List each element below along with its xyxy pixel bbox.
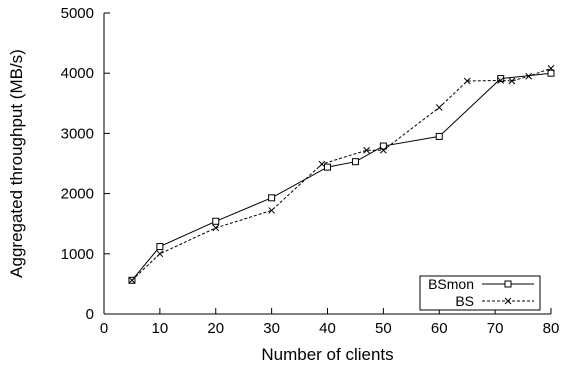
- data-point-bs: [363, 146, 370, 154]
- series-line-bs: [131, 67, 552, 281]
- series-layer: [128, 65, 555, 284]
- axes: [103, 13, 551, 315]
- series-bsmon: [128, 69, 555, 284]
- y-tick-label: 3000: [61, 125, 94, 142]
- y-tick-label: 0: [86, 306, 94, 323]
- legend-label-bsmon: BSmon: [428, 276, 474, 292]
- x-tick-label: 20: [207, 320, 224, 337]
- data-point-bsmon: [212, 217, 220, 225]
- data-point-bsmon: [156, 243, 164, 251]
- data-point-bsmon: [435, 132, 443, 140]
- legend: BSmon BS: [419, 275, 541, 311]
- data-point-bsmon: [497, 75, 505, 83]
- legend-box: [419, 275, 541, 311]
- legend-marker-bs: [504, 297, 512, 305]
- series-line-bsmon: [131, 72, 552, 281]
- legend-marker-bsmon: [504, 280, 512, 288]
- x-tick-label: 40: [319, 320, 336, 337]
- x-tick-label: 60: [431, 320, 448, 337]
- legend-label-bs: BS: [455, 293, 474, 309]
- x-tick-label: 80: [543, 320, 560, 337]
- data-point-bs: [463, 77, 471, 85]
- data-point-bsmon: [379, 142, 387, 150]
- x-axis-ticks: 0 10 20 30 40 50 60 70 80: [100, 308, 560, 337]
- x-axis-title: Number of clients: [261, 345, 393, 364]
- y-tick-label: 5000: [61, 5, 94, 22]
- data-point-bs: [156, 250, 164, 258]
- data-point-bs: [508, 77, 516, 85]
- x-tick-label: 50: [375, 320, 392, 337]
- data-point-bsmon: [547, 69, 555, 77]
- data-point-bs: [525, 72, 533, 80]
- data-point-bs: [128, 276, 136, 284]
- data-point-bs: [547, 65, 555, 72]
- data-point-bs: [212, 224, 220, 232]
- x-tick-label: 10: [152, 320, 169, 337]
- data-point-bs: [268, 207, 275, 214]
- data-point-bsmon: [324, 163, 331, 171]
- data-point-bs: [380, 146, 387, 154]
- y-tick-label: 1000: [61, 246, 94, 263]
- x-tick-label: 70: [487, 320, 504, 337]
- data-point-bs: [318, 160, 326, 168]
- data-point-bs: [435, 104, 443, 111]
- data-point-bs: [497, 77, 505, 84]
- y-tick-label: 2000: [61, 186, 94, 203]
- x-tick-label: 0: [100, 320, 108, 337]
- y-tick-label: 4000: [61, 65, 94, 82]
- series-bs: [128, 65, 555, 284]
- y-axis-title: Aggregated throughput (MB/s): [7, 49, 26, 278]
- y-axis-ticks: 0 1000 2000 3000 4000 5000: [61, 5, 110, 323]
- x-tick-label: 30: [263, 320, 280, 337]
- data-point-bsmon: [268, 194, 276, 202]
- data-point-bsmon: [351, 158, 359, 166]
